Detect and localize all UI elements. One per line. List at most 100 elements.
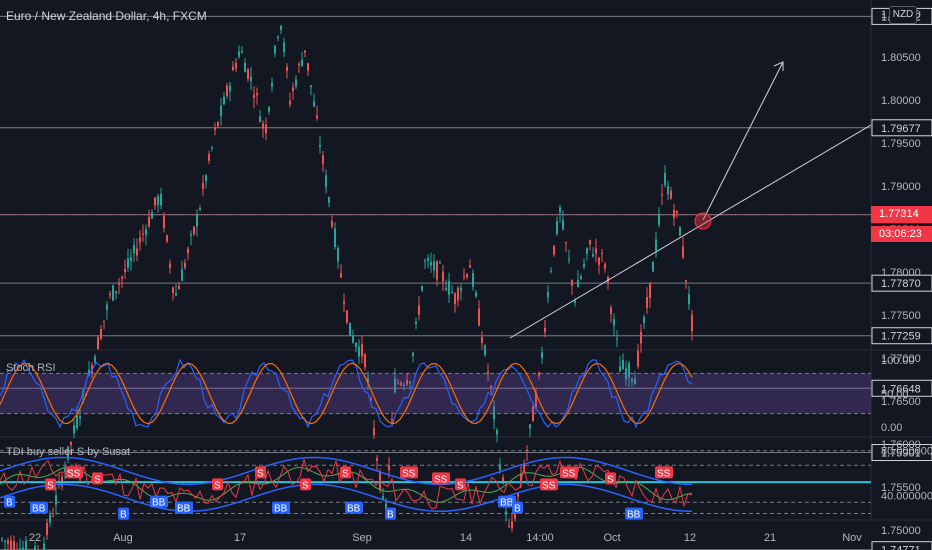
buy-marker-label: BB (500, 498, 514, 509)
level-label: 1.77870 (881, 278, 921, 290)
candle-body (382, 495, 384, 499)
candle-body (373, 428, 375, 436)
sell-marker (400, 466, 418, 479)
candle-body (529, 424, 531, 429)
candle-body (589, 239, 591, 245)
candle-body (580, 276, 582, 279)
candle-body (367, 377, 369, 383)
candle-body (277, 36, 279, 38)
candle-body (421, 286, 423, 291)
buy-marker-label: B (6, 498, 13, 509)
candle-body (121, 276, 123, 279)
sell-marker (540, 478, 558, 491)
candle-body (451, 291, 453, 294)
candle-body (469, 265, 471, 268)
candle-body (310, 85, 312, 88)
level-label-box (871, 119, 932, 137)
sell-marker (300, 478, 311, 491)
sell-marker-label: S (457, 480, 464, 491)
candle-body (625, 368, 627, 380)
candle-body (391, 418, 393, 421)
candle-body (34, 546, 36, 550)
price-axis-label: 1.79000 (881, 181, 921, 193)
sell-marker-label: S (47, 480, 54, 491)
candle-body (634, 378, 636, 385)
candle-body (238, 51, 240, 57)
price-axis-label: 1.78000 (881, 267, 921, 279)
candle-body (49, 514, 51, 523)
candle-body (298, 63, 300, 66)
sell-marker-label: SS (402, 468, 416, 479)
date-axis-label: 14 (460, 532, 472, 544)
candle-body (445, 287, 447, 290)
candle-body (364, 354, 366, 368)
candle-body (514, 511, 516, 519)
candle-body (307, 63, 309, 71)
candle-body (517, 493, 519, 497)
candle-body (403, 384, 405, 386)
candle-body (208, 154, 210, 161)
candle-body (319, 145, 321, 147)
candle-body (673, 209, 675, 218)
candle-body (649, 282, 651, 299)
candle-body (643, 317, 645, 323)
tdi-label: TDI buy seller S by Susat (6, 446, 131, 458)
level-label-box (871, 274, 932, 292)
candle-body (574, 300, 576, 304)
candle-body (676, 210, 678, 213)
buy-marker-label: BB (627, 510, 641, 521)
price-axis-label: 1.76500 (881, 396, 921, 408)
candle-body (439, 262, 441, 264)
candle-body (343, 301, 345, 304)
candle-body (550, 270, 552, 272)
level-label-box (871, 379, 932, 397)
candle-body (190, 234, 192, 236)
candle-body (268, 107, 270, 112)
candle-body (358, 346, 360, 357)
buy-marker (118, 507, 129, 520)
candle-body (313, 101, 315, 107)
candle-body (19, 548, 21, 550)
buy-marker-label: BB (152, 498, 166, 509)
price-axis-label: 1.76000 (881, 439, 921, 451)
candle-body (337, 248, 339, 262)
candle-body (610, 307, 612, 314)
candle-body (169, 263, 171, 269)
candle-body (565, 242, 567, 244)
candle-body (535, 392, 537, 408)
buy-marker (512, 501, 523, 514)
sell-marker-label: S (302, 480, 309, 491)
candle-body (646, 297, 648, 308)
stoch-axis-label: 50.00 (881, 389, 909, 401)
candle-body (553, 245, 555, 255)
sell-marker-label: SS (542, 480, 556, 491)
candle-body (196, 215, 198, 227)
candle-body (148, 216, 150, 227)
date-axis-label: Oct (603, 532, 620, 544)
candle-body (592, 254, 594, 257)
candlestick-series (1, 24, 693, 550)
buy-marker (385, 507, 396, 520)
candle-body (568, 259, 570, 261)
candle-body (463, 276, 465, 278)
symbol-title: Euro / New Zealand Dollar, 4h, FXCM (6, 9, 207, 23)
candle-body (493, 406, 495, 420)
tdi-axis-label: 80.000000 (881, 446, 932, 458)
candle-body (301, 59, 303, 67)
price-axis-label: 1.75500 (881, 482, 921, 494)
date-axis-label: 21 (764, 532, 776, 544)
candle-body (193, 226, 195, 235)
level-label-box (871, 327, 932, 345)
candle-body (436, 261, 438, 280)
currency-badge[interactable]: NZD (889, 6, 917, 24)
price-axis-label: 1.79500 (881, 138, 921, 150)
tdi-axis-label: 40.000000 (881, 491, 932, 503)
candle-body (409, 381, 411, 384)
candle-body (547, 291, 549, 298)
sell-marker-label: S (214, 480, 221, 491)
candle-body (556, 221, 558, 235)
buy-marker-label: BB (32, 504, 46, 515)
projection-arrow-line (702, 61, 784, 221)
candle-body (655, 239, 657, 251)
